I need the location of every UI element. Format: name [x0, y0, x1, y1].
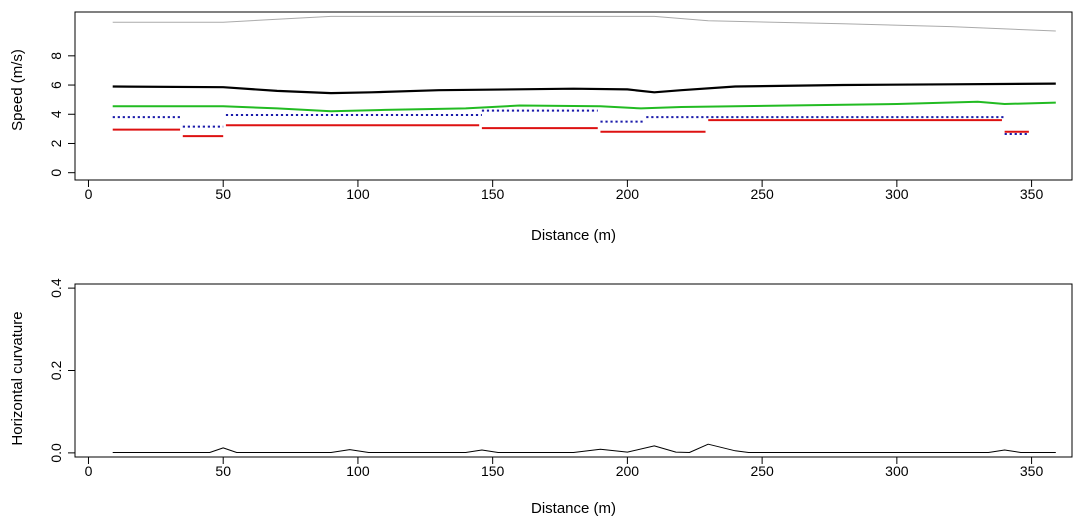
x-tick-label: 350: [1020, 463, 1044, 479]
x-tick-label: 250: [750, 186, 774, 202]
speed-panel: 0 50 100 150 200 250 300 350 Distance (m) 0 2 4 6 8 Sp…: [9, 11, 1073, 244]
y-axis-title: Speed (m/s): [9, 49, 26, 131]
y-axis-title: Horizontal curvature: [9, 311, 26, 445]
x-tick-label: 100: [346, 186, 370, 202]
series-line-0: [112, 443, 1056, 453]
x-tick-label: 350: [1020, 186, 1044, 202]
x-tick-label: 0: [85, 463, 93, 479]
x-tick-label: 300: [885, 186, 909, 202]
x-tick-label: 150: [481, 186, 505, 202]
y-tick-label: 0.2: [48, 361, 64, 381]
y-tick-label: 0.0: [48, 443, 64, 463]
y-tick-label: 8: [48, 52, 64, 60]
y-tick-label: 2: [48, 139, 64, 147]
x-tick-label: 0: [85, 186, 93, 202]
x-tick-label: 250: [750, 463, 774, 479]
series-line-1: [112, 82, 1056, 95]
y-tick-label: 0: [48, 169, 64, 177]
plot-frame: [74, 11, 1073, 181]
series-line-0: [112, 15, 1056, 32]
x-axis-title: Distance (m): [531, 500, 616, 517]
x-axis-title: Distance (m): [531, 227, 616, 244]
plot-frame: [74, 283, 1073, 458]
x-tick-label: 200: [616, 463, 640, 479]
x-tick-label: 50: [215, 186, 231, 202]
y-tick-label: 4: [48, 110, 64, 118]
series-line-2: [112, 100, 1056, 113]
x-tick-label: 50: [215, 463, 231, 479]
x-tick-label: 200: [616, 186, 640, 202]
x-tick-label: 300: [885, 463, 909, 479]
x-tick-label: 100: [346, 463, 370, 479]
curvature-panel: 0 50 100 150 200 250 300 350 Distance (m) 0.0 0.2 0…: [9, 278, 1073, 517]
y-tick-label: 0.4: [48, 278, 64, 298]
y-tick-label: 6: [48, 81, 64, 89]
x-tick-label: 150: [481, 463, 505, 479]
